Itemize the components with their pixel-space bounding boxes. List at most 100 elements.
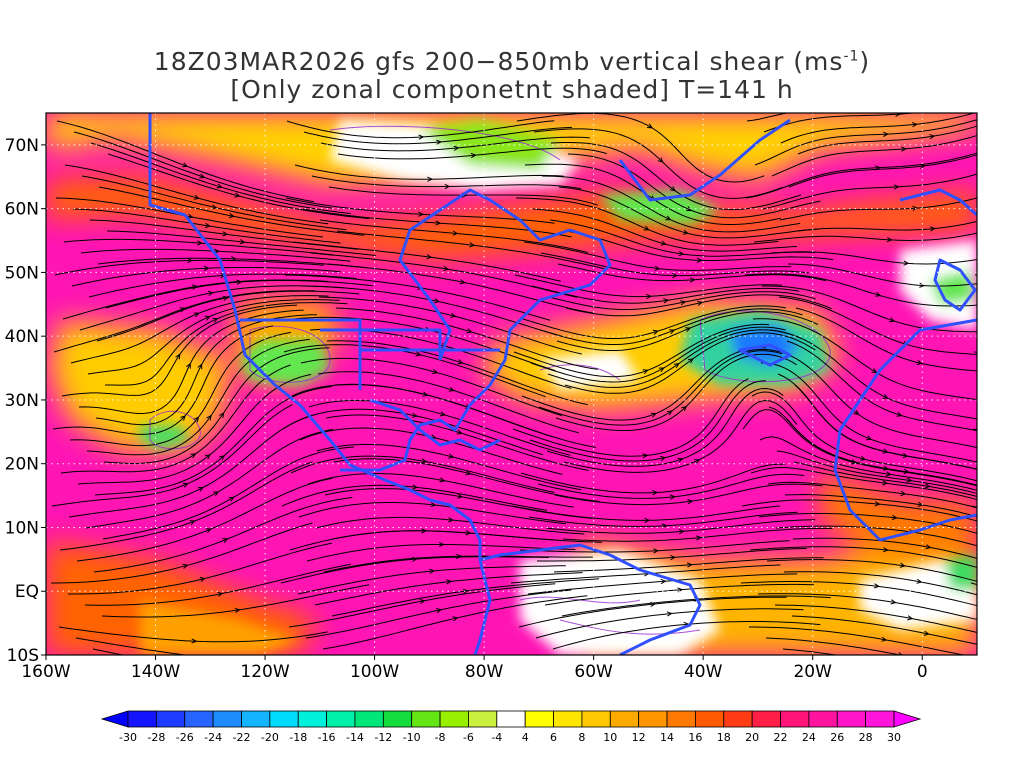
- streamline-arrowhead: [906, 477, 913, 483]
- streamline-arrowhead: [211, 204, 218, 210]
- streamline: [297, 565, 566, 595]
- streamline-arrowhead: [433, 298, 441, 304]
- streamline: [323, 555, 593, 573]
- streamline: [64, 164, 329, 225]
- colorbar-swatch: [468, 710, 498, 728]
- streamline: [302, 208, 572, 238]
- streamline: [530, 326, 786, 383]
- streamline-arrowhead: [875, 291, 882, 297]
- streamline-arrowhead: [213, 491, 220, 497]
- streamline-arrowhead: [207, 290, 214, 296]
- streamline-arrowhead: [448, 453, 455, 459]
- streamline: [322, 595, 588, 650]
- streamline-arrowhead: [903, 260, 910, 266]
- streamline: [751, 391, 977, 482]
- colorbar-label: 20: [745, 731, 759, 744]
- streamline-arrowhead: [191, 638, 198, 644]
- colorbar-label: -26: [176, 731, 194, 744]
- streamline: [285, 197, 555, 224]
- streamline-arrowhead: [466, 328, 473, 334]
- colorbar-label: -4: [491, 731, 502, 744]
- streamline: [744, 273, 977, 307]
- graticule: [46, 113, 977, 655]
- colorbar-label: -14: [346, 731, 364, 744]
- streamline: [774, 604, 977, 633]
- colorbar-label: 4: [522, 731, 529, 744]
- streamline: [314, 572, 583, 606]
- streamline-arrowhead: [687, 358, 694, 364]
- streamline: [78, 309, 304, 415]
- streamline-arrowhead: [882, 393, 889, 399]
- colorbar-swatch: [411, 710, 441, 728]
- streamline: [280, 556, 549, 584]
- streamline-arrowhead: [193, 312, 200, 318]
- streamline-arrowhead: [919, 282, 926, 288]
- streamline: [746, 113, 790, 122]
- streamline: [98, 186, 365, 236]
- lon-tick-label: 140W: [131, 662, 180, 682]
- streamline: [72, 208, 341, 244]
- streamline: [544, 583, 814, 606]
- streamline-arrowhead: [206, 414, 212, 421]
- streamline-arrowhead: [196, 240, 203, 246]
- streamline: [787, 263, 977, 287]
- streamline-arrowhead: [187, 213, 194, 219]
- streamline: [771, 135, 977, 177]
- streamline-arrowhead: [452, 616, 459, 622]
- streamline-arrowhead: [646, 123, 653, 129]
- streamline-arrowhead: [652, 490, 659, 496]
- streamline: [69, 331, 291, 447]
- streamline-arrowhead: [890, 599, 897, 605]
- streamline-arrowhead: [902, 452, 909, 459]
- streamline: [336, 230, 605, 270]
- streamline-arrowhead: [901, 146, 908, 152]
- streamline-arrowhead: [677, 457, 684, 463]
- streamline: [537, 473, 805, 499]
- streamline-arrowhead: [444, 183, 451, 190]
- streamline-arrowhead: [670, 186, 676, 192]
- streamline: [60, 364, 291, 474]
- streamline: [974, 274, 977, 276]
- streamline: [299, 427, 563, 475]
- streamline-arrowhead: [187, 257, 194, 264]
- streamline-arrowhead: [660, 455, 667, 462]
- colorbar-label: -30: [119, 731, 137, 744]
- lat-tick-label: 20N: [5, 455, 39, 475]
- streamline-arrowhead: [192, 284, 199, 290]
- lon-tick-label: 60W: [574, 662, 613, 682]
- streamline: [76, 477, 333, 562]
- colorbar-label: 26: [830, 731, 844, 744]
- streamline: [740, 581, 977, 607]
- streamline: [537, 548, 807, 562]
- streamline-arrowhead: [422, 391, 429, 397]
- streamline: [539, 308, 803, 345]
- streamline-arrowhead: [453, 145, 460, 151]
- streamline-arrowhead: [673, 362, 680, 369]
- streamline: [94, 386, 333, 496]
- streamline: [532, 208, 797, 252]
- streamline: [54, 259, 324, 276]
- colorbar-swatch: [212, 710, 242, 728]
- streamline: [317, 371, 579, 434]
- streamline: [794, 384, 977, 470]
- streamline: [550, 142, 802, 211]
- colorbar: -30 -28 -26 -24 -22 -20 -18 -16 -14 -12 -10 -8 -6 -4 4…: [100, 710, 922, 744]
- streamline: [754, 119, 977, 166]
- streamline-arrowhead: [193, 194, 200, 200]
- streamline: [305, 589, 572, 639]
- streamline: [51, 522, 313, 584]
- streamline: [75, 637, 190, 655]
- streamline: [513, 323, 770, 378]
- colorbar-swatch: [155, 710, 186, 728]
- lon-tick-label: 100W: [350, 662, 399, 682]
- lat-tick-label: 10N: [5, 518, 39, 538]
- streamline-arrowhead: [660, 578, 667, 585]
- colorbar-label: 22: [774, 731, 788, 744]
- lon-tick-label: 40W: [684, 662, 723, 682]
- streamline: [784, 493, 977, 518]
- streamline-arrowhead: [670, 554, 677, 561]
- streamline-arrowhead: [197, 486, 205, 492]
- streamline-arrowhead: [896, 411, 903, 417]
- streamline-arrowhead: [882, 547, 889, 553]
- streamline: [749, 546, 977, 568]
